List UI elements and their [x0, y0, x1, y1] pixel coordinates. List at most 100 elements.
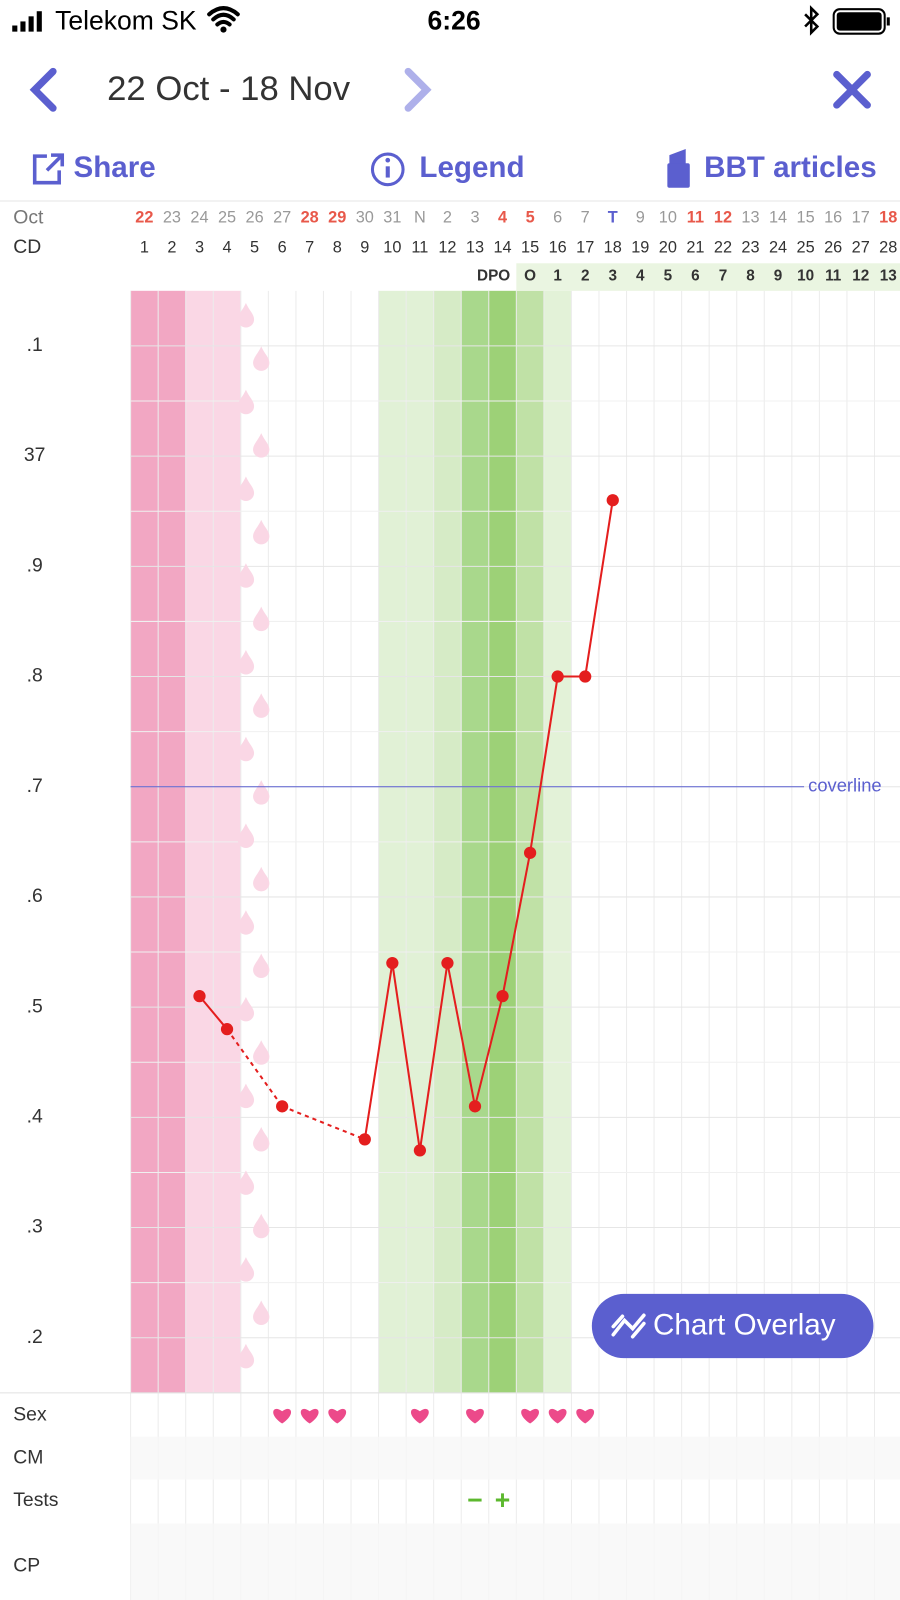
row-label: CP [13, 1554, 40, 1576]
temp-segment [391, 962, 421, 1151]
share-icon [32, 153, 65, 185]
spotting-drop [237, 303, 255, 328]
temp-segment [198, 995, 228, 1030]
cycle-day: 1 [140, 238, 149, 256]
cycle-day: 20 [659, 238, 677, 256]
temp-point [496, 990, 509, 1003]
articles-button[interactable]: BBT articles [667, 148, 877, 188]
dpo-label: DPO [477, 268, 510, 285]
battery [832, 8, 886, 35]
cycle-day: 26 [824, 238, 842, 256]
heart [576, 1408, 595, 1424]
heart [300, 1408, 319, 1424]
spotting-drop [237, 389, 255, 415]
cycle-day: 22 [714, 238, 732, 256]
cycle-day: 24 [769, 238, 787, 256]
y-tick-label: .6 [27, 885, 43, 907]
date-label: N [414, 209, 426, 227]
date-label: 6 [553, 209, 562, 227]
dpo-day: 11 [825, 268, 842, 285]
date-label: 12 [714, 209, 732, 227]
temp-point [276, 1100, 289, 1113]
dpo-day: 7 [719, 268, 728, 285]
date-label: 31 [383, 209, 401, 227]
heart [328, 1408, 347, 1424]
spotting-drop [237, 736, 255, 762]
cycle-day: 6 [278, 238, 287, 256]
temp-segment [363, 962, 394, 1140]
dpo-day: 6 [691, 268, 700, 285]
wifi-icon [207, 6, 240, 27]
date-label: 25 [218, 209, 236, 227]
overlay-label: Chart Overlay [653, 1308, 836, 1341]
overlay-button-bg [591, 1293, 874, 1359]
cycle-day: 11 [411, 238, 428, 256]
cycle-day: 8 [333, 238, 342, 256]
spotting-drop [237, 1343, 255, 1369]
cycle-day: 19 [631, 238, 649, 256]
spotting-drop [253, 780, 270, 805]
prev-button[interactable] [29, 67, 57, 112]
articles-label: BBT articles [704, 151, 877, 184]
signal [12, 25, 18, 32]
date-range: 22 Oct - 18 Nov [107, 70, 351, 108]
overlay-icon [611, 1313, 646, 1339]
temp-point [606, 494, 619, 507]
date-label: 29 [328, 209, 346, 227]
month-label: Oct [13, 206, 44, 228]
dpo-day: 2 [581, 268, 590, 285]
signal [28, 16, 34, 32]
cycle-day: 16 [549, 238, 567, 256]
test-result: − [467, 1485, 483, 1515]
y-tick-label: .4 [27, 1105, 43, 1127]
dpo-day: 3 [608, 268, 617, 285]
close-button[interactable] [833, 70, 871, 109]
overlay-button[interactable]: Chart Overlay [591, 1293, 874, 1359]
date-label: 14 [769, 209, 787, 227]
spotting-drop [253, 433, 270, 458]
carrier: Telekom SK [55, 5, 197, 35]
date-label: 23 [163, 209, 181, 227]
date-label: 26 [246, 209, 264, 227]
temp-segment [584, 500, 614, 677]
date-label: 3 [470, 209, 479, 227]
spotting-drop [253, 1213, 270, 1239]
cycle-day: 4 [223, 238, 232, 256]
heart [410, 1408, 429, 1424]
temp-segment [446, 962, 477, 1107]
temp-segment [418, 962, 449, 1151]
bluetooth-icon [804, 5, 820, 36]
dpo-day: 4 [636, 268, 645, 285]
spotting-drop [253, 1127, 270, 1152]
cycle-day: 9 [360, 238, 369, 256]
cycle-day: 3 [195, 238, 204, 256]
heart [273, 1408, 292, 1424]
date-label: 13 [741, 209, 759, 227]
wifi-icon [220, 26, 227, 33]
spotting-drop [253, 953, 270, 979]
status-bar: Telekom SK 6:26 [12, 5, 890, 36]
cd-label: CD [13, 236, 41, 258]
signal [20, 21, 26, 32]
temp-segment [529, 676, 559, 854]
temp-segment [474, 995, 504, 1107]
dpo-day: 12 [852, 268, 869, 285]
y-tick-label: 37 [24, 444, 46, 466]
y-tick-label: .9 [27, 554, 43, 576]
heart [548, 1408, 567, 1424]
spotting-drop [253, 1300, 270, 1325]
next-button[interactable] [404, 67, 432, 112]
spotting-drop [237, 1170, 255, 1195]
share-button[interactable]: Share [32, 151, 156, 185]
legend-button[interactable]: Legend [370, 151, 525, 187]
cycle-day: 27 [852, 238, 870, 256]
temp-point [441, 956, 454, 970]
battery-tip [886, 17, 890, 26]
cm-row-bg [130, 1436, 900, 1480]
temp-point [193, 990, 206, 1003]
cycle-day: 10 [383, 238, 401, 256]
y-tick-label: .3 [27, 1216, 43, 1238]
spotting-drop [253, 693, 270, 718]
cycle-day: 25 [797, 238, 815, 256]
